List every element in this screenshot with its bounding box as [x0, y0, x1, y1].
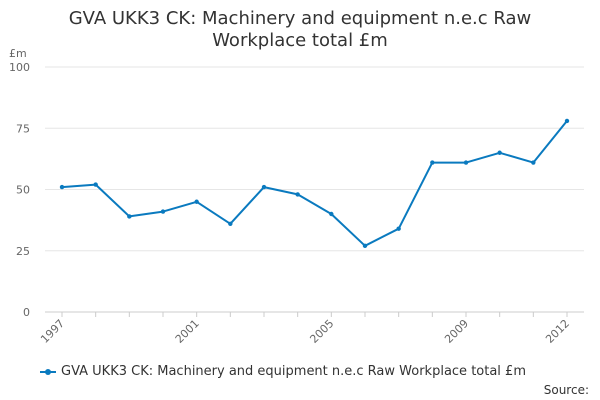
data-point[interactable]: [329, 211, 334, 217]
data-point[interactable]: [59, 184, 65, 190]
y-axis-ticks: 0 25 50 75 100: [9, 61, 30, 319]
data-point[interactable]: [497, 150, 502, 155]
data-point[interactable]: [531, 160, 536, 165]
y-tick-label: 75: [16, 122, 30, 135]
data-point[interactable]: [93, 182, 98, 187]
y-tick-label: 0: [23, 306, 30, 319]
series-layer: [59, 118, 570, 249]
chart-title-line-2: Workplace total £m: [212, 30, 388, 51]
data-point[interactable]: [362, 243, 368, 249]
data-point[interactable]: [194, 199, 199, 204]
x-tick-label: 1997: [38, 317, 67, 346]
chart-title-line-1: GVA UKK3 CK: Machinery and equipment n.e…: [68, 8, 532, 29]
data-point[interactable]: [463, 160, 469, 165]
data-point[interactable]: [228, 221, 233, 226]
x-axis: 1997 2001 2005 2009 2012: [38, 312, 572, 346]
data-point[interactable]: [564, 118, 570, 124]
x-tick-label: 2009: [442, 317, 471, 346]
data-point[interactable]: [160, 209, 166, 214]
data-point[interactable]: [127, 214, 132, 219]
y-tick-label: 50: [16, 184, 30, 197]
y-tick-label: 100: [9, 61, 30, 74]
data-point[interactable]: [396, 226, 401, 231]
legend[interactable]: GVA UKK3 CK: Machinery and equipment n.e…: [40, 364, 526, 379]
x-tick-label: 2005: [307, 317, 336, 346]
data-point[interactable]: [261, 184, 267, 190]
chart-title: GVA UKK3 CK: Machinery and equipment n.e…: [0, 8, 600, 52]
legend-series-label: GVA UKK3 CK: Machinery and equipment n.e…: [61, 364, 526, 379]
data-point[interactable]: [295, 192, 300, 197]
y-axis-unit-label: £m: [9, 47, 27, 60]
x-tick-label: 2012: [543, 317, 572, 346]
x-tick-label: 2001: [173, 317, 202, 346]
source-label: Source:: [543, 383, 589, 397]
data-point[interactable]: [430, 160, 435, 165]
legend-series-swatch: [40, 367, 56, 377]
y-tick-label: 25: [16, 245, 30, 258]
series-line: [61, 120, 568, 247]
gridlines: [45, 66, 584, 313]
